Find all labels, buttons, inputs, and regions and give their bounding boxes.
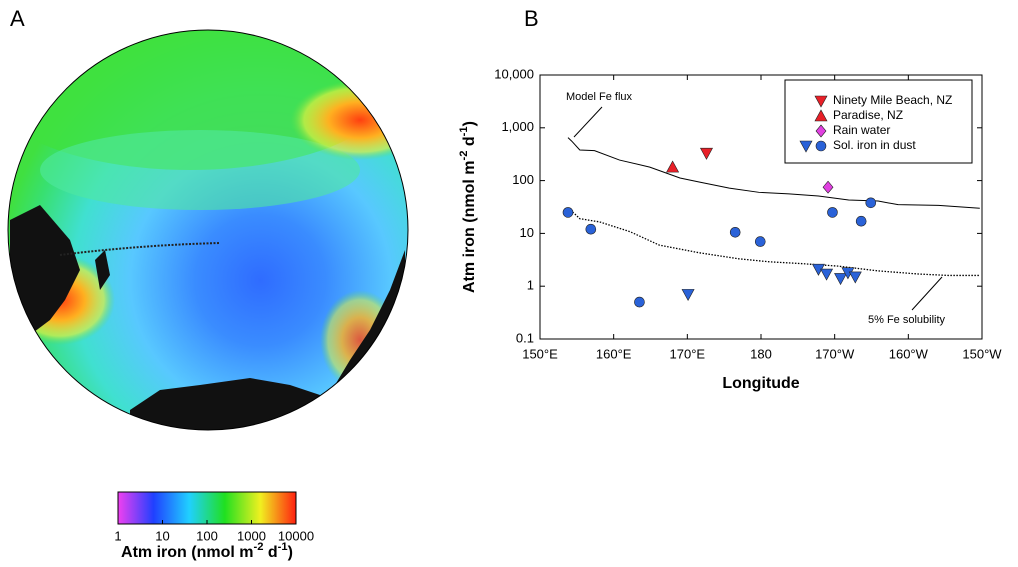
- panel-label: B: [524, 6, 539, 31]
- label-part: ): [288, 544, 293, 561]
- legend: [784, 79, 973, 164]
- globe: [8, 30, 408, 430]
- panel-label: A: [10, 6, 25, 31]
- data-point: [681, 289, 695, 302]
- legend-label: Paradise, NZ: [833, 108, 903, 122]
- x-tick-label: 180: [750, 346, 772, 361]
- data-point: [754, 236, 766, 247]
- colorbar-tick-label: 1: [114, 528, 121, 543]
- label-part: -2: [253, 541, 263, 553]
- label-part: d: [461, 136, 478, 150]
- y-tick-label: 1: [527, 278, 534, 293]
- y-tick-label: 10,000: [494, 66, 534, 81]
- x-axis-label: Longitude: [722, 375, 799, 392]
- leader-line: [573, 106, 603, 138]
- data-point: [822, 180, 834, 194]
- data-point: [827, 207, 838, 218]
- data-point: [699, 147, 713, 160]
- data-point: [820, 268, 834, 281]
- colorbar-label: Atm iron (nmol m-2 d-1): [121, 541, 293, 561]
- x-tick-label: 160°E: [596, 346, 632, 361]
- y-tick-label: 100: [512, 172, 534, 187]
- x-tick-label: 150°W: [962, 346, 1002, 361]
- label-part: d: [263, 544, 277, 561]
- legend-marker: [814, 109, 828, 122]
- legend-label: Ninety Mile Beach, NZ: [833, 93, 952, 107]
- legend-marker: [815, 140, 827, 152]
- model-line: [567, 207, 980, 277]
- annotation: 5% Fe solubility: [868, 314, 946, 326]
- legend-marker: [815, 124, 827, 138]
- globe-outline: [7, 29, 409, 431]
- data-point: [865, 197, 877, 209]
- colorbar: [117, 491, 297, 525]
- model-line: [567, 137, 980, 209]
- legend-label: Sol. iron in dust: [833, 138, 916, 152]
- y-tick-label: 0.1: [516, 330, 534, 345]
- x-tick-label: 170°E: [670, 346, 706, 361]
- data-point: [666, 160, 680, 173]
- label-part: ): [461, 121, 478, 126]
- annotation: Model Fe flux: [566, 91, 633, 103]
- data-point: [585, 223, 597, 235]
- colorbar-tick-label: 10: [155, 528, 169, 543]
- label-part: -1: [278, 541, 288, 553]
- colorbar-tick-label: 1000: [237, 528, 266, 543]
- y-tick-label: 1,000: [501, 119, 534, 134]
- data-point: [855, 215, 867, 227]
- label-part: Atm iron (nmol m: [461, 161, 478, 293]
- colorbar-tick-label: 100: [196, 528, 218, 543]
- label-part: -2: [458, 151, 470, 161]
- label-part: Atm iron (nmol m: [121, 544, 253, 561]
- x-tick-label: 150°E: [522, 346, 558, 361]
- data-point: [562, 207, 574, 218]
- data-point: [634, 296, 645, 308]
- y-tick-label: 10: [520, 225, 534, 240]
- legend-label: Rain water: [833, 123, 890, 137]
- y-axis-label: Atm iron (nmol m-2 d-1): [458, 121, 478, 293]
- x-tick-label: 160°W: [889, 346, 929, 361]
- leader-line: [911, 276, 943, 311]
- data-point: [729, 226, 741, 238]
- x-tick-label: 170°W: [815, 346, 855, 361]
- annotations: Model Fe flux 5% Fe solubility: [566, 91, 946, 326]
- legend-marker: [799, 140, 813, 153]
- data-point: [848, 271, 862, 284]
- colorbar-tick-label: 10000: [278, 528, 314, 543]
- label-part: -1: [458, 126, 470, 136]
- legend-marker: [814, 95, 828, 108]
- data-point: [834, 273, 848, 286]
